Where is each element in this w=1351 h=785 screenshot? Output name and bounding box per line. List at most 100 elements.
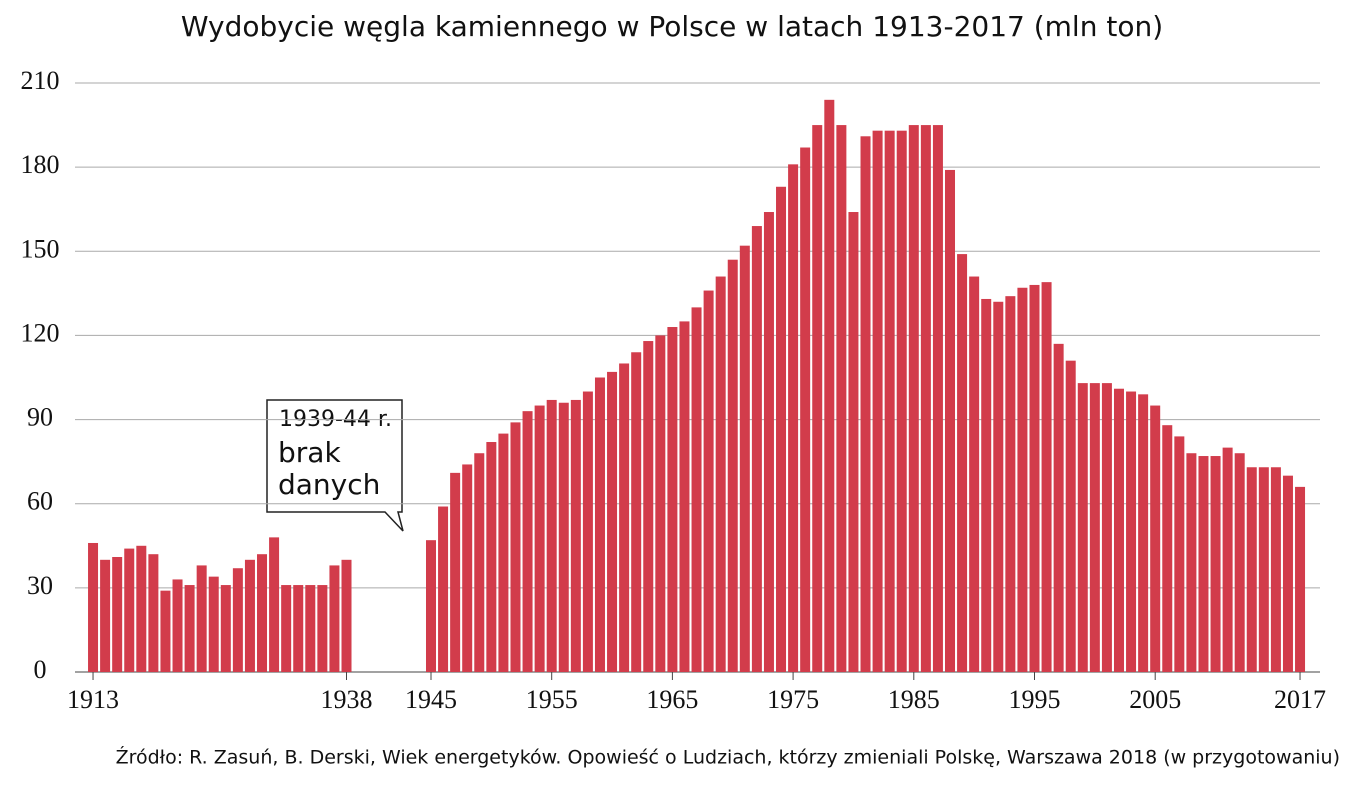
callout [266,399,404,532]
bar [788,164,799,673]
bar [1041,282,1052,672]
bar [1270,467,1281,672]
x-tick-label: 1913 [67,685,119,714]
bar [582,391,593,672]
y-tick-label: 120 [21,318,60,347]
bar [546,399,557,672]
bar [1282,475,1293,672]
bar [1029,284,1040,672]
annotation: brak [278,436,341,469]
x-tick-label: 2017 [1274,685,1326,714]
bar [196,565,207,672]
bar [655,335,666,672]
bar [872,130,883,672]
bar [1126,391,1137,672]
bar [486,442,497,672]
bar [751,226,762,673]
bar [969,276,980,672]
bar [1234,453,1245,672]
bar [172,579,183,672]
y-tick-label: 60 [27,487,53,516]
bar [244,559,255,672]
bar [341,559,352,672]
bar [124,548,135,672]
bar [643,341,654,672]
bar [1065,360,1076,672]
bar [848,212,859,672]
bar [160,590,171,672]
bar [1246,467,1257,672]
bar [1222,447,1233,672]
bar [1186,453,1197,672]
bar [1017,287,1028,672]
y-tick-label: 30 [27,571,53,600]
chart-title: Wydobycie węgla kamiennego w Polsce w la… [181,10,1163,43]
bar [884,130,895,672]
x-tick-label: 1975 [767,685,819,714]
bar [908,125,919,673]
bar [534,405,545,672]
bar [558,402,569,672]
bar [570,399,581,672]
bar [1113,388,1124,672]
bar [824,99,835,673]
annotation: danych [278,468,380,501]
bar [1258,467,1269,672]
x-tick-label: 1965 [646,685,698,714]
bar [281,585,292,672]
bar [88,542,99,672]
bar [739,245,750,672]
bar [1077,383,1088,672]
y-tick-label: 90 [27,403,53,432]
bar [957,254,968,673]
bar [148,554,159,672]
bar [184,585,195,672]
bar [1198,456,1209,672]
bar [812,125,823,673]
bar [438,506,449,672]
bar [232,568,243,672]
x-tick-label: 2005 [1129,685,1181,714]
bar [594,377,605,672]
source: Źródło: R. Zasuń, B. Derski, Wiek energe… [116,746,1340,769]
bar [1210,456,1221,672]
bar [800,147,811,672]
bar [425,540,436,672]
bar [679,321,690,672]
bar [920,125,931,673]
y-tick-label: 210 [21,66,60,95]
bar [136,545,147,672]
bar [293,585,304,672]
x-tick-label: 1985 [888,685,940,714]
bar [667,327,678,672]
bar [305,585,316,672]
bar [763,212,774,672]
bar [208,576,219,672]
bar [1162,425,1173,672]
y-tick-label: 180 [21,150,60,179]
bar [522,411,533,672]
bar [498,433,509,672]
bar [607,371,618,672]
bar [317,585,328,672]
bar [112,557,123,672]
bar [619,363,630,672]
bar [1150,405,1161,672]
bar [945,169,956,672]
bar [220,585,231,672]
bar [860,136,871,673]
bar [981,298,992,672]
bar [932,125,943,673]
bar [257,554,268,672]
x-tick-label: 1995 [1008,685,1060,714]
bar [836,125,847,673]
y-tick-label: 150 [21,234,60,263]
x-tick-label: 1955 [526,685,578,714]
bar [776,186,787,672]
bar [462,464,473,672]
x-tick-label: 1945 [405,685,457,714]
bar [631,352,642,672]
bar [269,537,280,672]
